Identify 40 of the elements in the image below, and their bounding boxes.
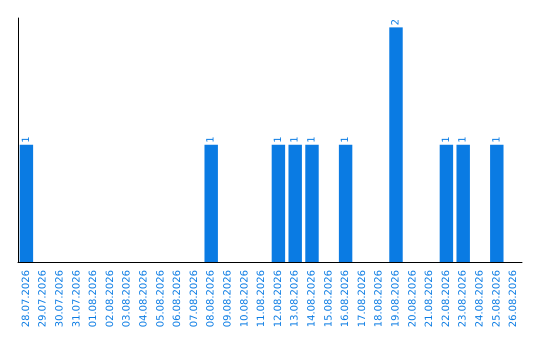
data-label: 1: [206, 136, 217, 143]
x-tick-label: 18.08.2026: [374, 270, 385, 328]
data-label: 1: [340, 136, 352, 143]
x-tick-label: 15.08.2026: [323, 270, 334, 328]
x-tick-label: 02.08.2026: [104, 270, 116, 328]
data-label: 1: [20, 136, 32, 143]
x-tick-label: 03.08.2026: [122, 270, 133, 328]
x-tick-label: 21.08.2026: [424, 270, 436, 328]
data-label: 1: [491, 136, 502, 143]
x-tick-label: 10.08.2026: [239, 270, 250, 328]
x-tick-label: 13.08.2026: [290, 270, 301, 328]
x-tick-label: 01.08.2026: [88, 270, 100, 328]
x-tick-label: 14.08.2026: [306, 270, 318, 328]
x-tick-label: 26.08.2026: [508, 270, 520, 328]
x-tick-label: 28.07.2026: [20, 270, 32, 328]
x-tick-label: 20.08.2026: [407, 270, 418, 328]
x-tick-label: 19.08.2026: [390, 270, 402, 328]
x-tick-label: 31.07.2026: [71, 270, 82, 328]
data-label: 1: [272, 136, 284, 143]
x-tick-label: 07.08.2026: [188, 270, 200, 328]
x-tick-label: 30.07.2026: [54, 270, 66, 328]
x-tick-label: 29.07.2026: [38, 270, 49, 328]
x-tick-label: 05.08.2026: [155, 270, 166, 328]
data-label: 2: [390, 19, 402, 26]
x-tick-label: 11.08.2026: [256, 270, 268, 328]
x-tick-label: 06.08.2026: [172, 270, 184, 328]
x-tick-label: 12.08.2026: [272, 270, 284, 328]
x-tick-label: 04.08.2026: [138, 270, 150, 328]
x-tick-label: 23.08.2026: [458, 270, 469, 328]
x-tick-label: 16.08.2026: [340, 270, 352, 328]
data-label: 1: [290, 136, 301, 143]
x-tick-label: 17.08.2026: [356, 270, 368, 328]
x-tick-label: 08.08.2026: [206, 270, 217, 328]
data-label: 1: [440, 136, 452, 143]
x-tick-label: 24.08.2026: [474, 270, 486, 328]
data-label: 1: [458, 136, 469, 143]
x-tick-label: 22.08.2026: [440, 270, 452, 328]
x-tick-label: 25.08.2026: [491, 270, 502, 328]
x-tick-label: 09.08.2026: [222, 270, 234, 328]
data-label: 1: [306, 136, 318, 143]
